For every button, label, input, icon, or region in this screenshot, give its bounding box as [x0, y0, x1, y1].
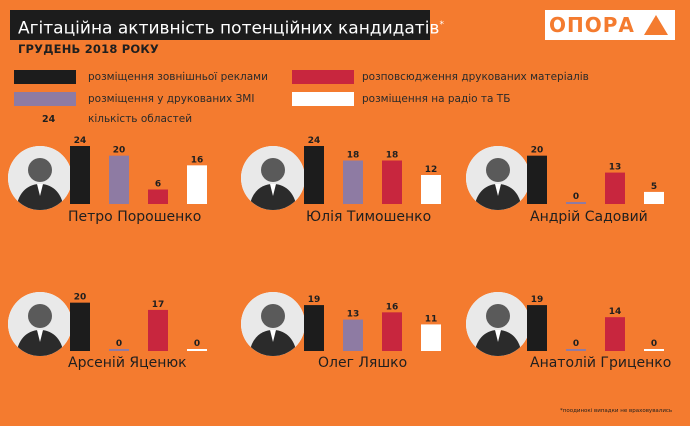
candidate-bar-chart: 19 13 16 11: [304, 295, 441, 351]
logo-text: ОПОРА: [549, 13, 635, 37]
bar-value-label: 6: [155, 180, 161, 190]
bar-value-label: 0: [573, 339, 579, 349]
candidate-name: Олег Ляшко: [318, 355, 408, 371]
bar-outdoor: [70, 302, 90, 351]
bar-outdoor: [304, 305, 324, 351]
bar-radio-tv: [421, 324, 441, 351]
bar-value-label: 5: [651, 182, 657, 192]
chart-subtitle: ГРУДЕНЬ 2018 РОКУ: [18, 42, 159, 56]
candidate-name: Петро Порошенко: [68, 209, 202, 225]
title-mark: *: [439, 20, 444, 30]
bar-value-label: 13: [609, 163, 622, 173]
bar-print-media: [343, 319, 363, 351]
bar-value-label: 0: [194, 339, 200, 349]
bar-printed-materials: [382, 160, 402, 204]
bar-outdoor: [70, 146, 90, 204]
candidate-bar-chart: 24 18 18 12: [304, 136, 441, 204]
legend-swatch-radio-tv: [292, 92, 354, 106]
triangle-logo-icon: [643, 15, 668, 35]
bar-value-label: 20: [113, 146, 126, 156]
bar-value-label: 18: [386, 151, 399, 161]
person-photo-icon: [241, 292, 305, 356]
bar-radio-tv: [187, 165, 207, 204]
bar-value-label: 19: [308, 295, 321, 305]
bar-printed-materials: [605, 172, 625, 204]
bar-value-label: 18: [347, 151, 360, 161]
bar-printed-materials: [382, 312, 402, 351]
candidate-photo: [241, 146, 305, 210]
legend-label-printed-materials: розповсюдження друкованих матеріалів: [362, 71, 589, 83]
person-photo-icon: [241, 146, 305, 210]
bar-outdoor: [527, 305, 547, 351]
bar-value-label: 24: [74, 136, 87, 146]
candidate-photo: [8, 292, 72, 356]
bar-printed-materials: [148, 189, 168, 204]
opora-logo: ОПОРА: [545, 10, 675, 40]
legend-swatch-outdoor: [14, 70, 76, 84]
bar-value-label: 0: [573, 192, 579, 202]
bar-radio-tv: [187, 349, 207, 351]
candidate-bar-chart: 20 0 13 5: [527, 146, 664, 204]
candidate-bar-chart: 19 0 14 0: [527, 295, 664, 351]
legend-count-label: кількість областей: [88, 113, 193, 125]
bar-print-media: [109, 155, 129, 204]
bar-value-label: 13: [347, 310, 360, 320]
candidate-name: Арсеній Яценюк: [68, 355, 187, 371]
legend-label-radio-tv: розміщення на радіо та ТБ: [362, 93, 511, 105]
person-photo-icon: [466, 292, 530, 356]
bar-value-label: 17: [152, 300, 165, 310]
legend-swatch-print-media: [14, 92, 76, 106]
candidate-photo: [241, 292, 305, 356]
bar-radio-tv: [644, 191, 664, 204]
candidate-name: Андрій Садовий: [530, 209, 648, 225]
candidate-name: Анатолій Гриценко: [530, 355, 672, 371]
bar-value-label: 16: [191, 155, 204, 165]
candidate-photo: [8, 146, 72, 210]
bar-value-label: 14: [609, 307, 622, 317]
candidate-photo: [466, 146, 530, 210]
bar-radio-tv: [421, 175, 441, 204]
bar-value-label: 12: [425, 165, 438, 175]
bar-value-label: 16: [386, 302, 399, 312]
bar-print-media: [566, 202, 586, 204]
bar-value-label: 19: [531, 295, 544, 305]
bar-value-label: 0: [651, 339, 657, 349]
legend-label-outdoor: розміщення зовнішньої реклами: [88, 71, 268, 83]
bar-value-label: 0: [116, 339, 122, 349]
bar-value-label: 11: [425, 314, 438, 324]
bar-print-media: [566, 349, 586, 351]
bar-value-label: 20: [74, 293, 87, 303]
footnote: *поодинокі випадки не враховувались: [560, 408, 673, 414]
person-photo-icon: [8, 292, 72, 356]
bar-printed-materials: [605, 317, 625, 351]
bar-print-media: [109, 349, 129, 351]
candidate-bar-chart: 20 0 17 0: [70, 293, 207, 351]
candidate-photo: [466, 292, 530, 356]
bar-value-label: 20: [531, 146, 544, 156]
bar-print-media: [343, 160, 363, 204]
bar-printed-materials: [148, 309, 168, 351]
person-photo-icon: [8, 146, 72, 210]
chart-title: Агітаційна активність потенційних кандид…: [18, 18, 440, 39]
candidate-bar-chart: 24 20 6 16: [70, 136, 207, 204]
bar-outdoor: [304, 146, 324, 204]
chart-title-box: Агітаційна активність потенційних кандид…: [10, 10, 444, 40]
bar-radio-tv: [644, 349, 664, 351]
bar-outdoor: [527, 155, 547, 204]
legend-count-sample: 24: [42, 114, 56, 125]
legend-label-print-media: розміщення у друкованих ЗМІ: [88, 93, 255, 105]
legend-swatch-printed-materials: [292, 70, 354, 84]
candidate-name: Юлія Тимошенко: [306, 209, 432, 225]
person-photo-icon: [466, 146, 530, 210]
bar-value-label: 24: [308, 136, 321, 146]
